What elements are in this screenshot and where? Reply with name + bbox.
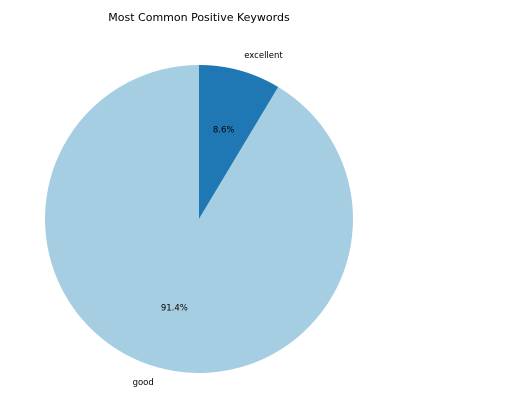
slice-percent-excellent: 8.6% (213, 125, 235, 135)
pie-slices (45, 65, 354, 374)
slice-label-excellent: excellent (244, 51, 283, 61)
slice-label-good: good (133, 378, 154, 388)
pie-slice-excellent (199, 65, 279, 219)
chart-title: Most Common Positive Keywords (108, 11, 290, 24)
pie-slice-good (45, 65, 354, 374)
pie-labels: excellent 8.6% good 91.4% (133, 51, 284, 388)
slice-percent-good: 91.4% (161, 304, 188, 314)
